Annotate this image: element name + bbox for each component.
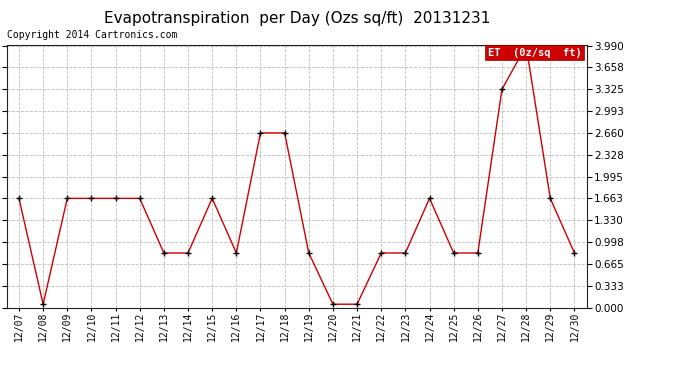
Text: Evapotranspiration  per Day (Ozs sq/ft)  20131231: Evapotranspiration per Day (Ozs sq/ft) 2… xyxy=(104,11,490,26)
Text: ET  (0z/sq  ft): ET (0z/sq ft) xyxy=(488,48,582,58)
Text: Copyright 2014 Cartronics.com: Copyright 2014 Cartronics.com xyxy=(7,30,177,40)
